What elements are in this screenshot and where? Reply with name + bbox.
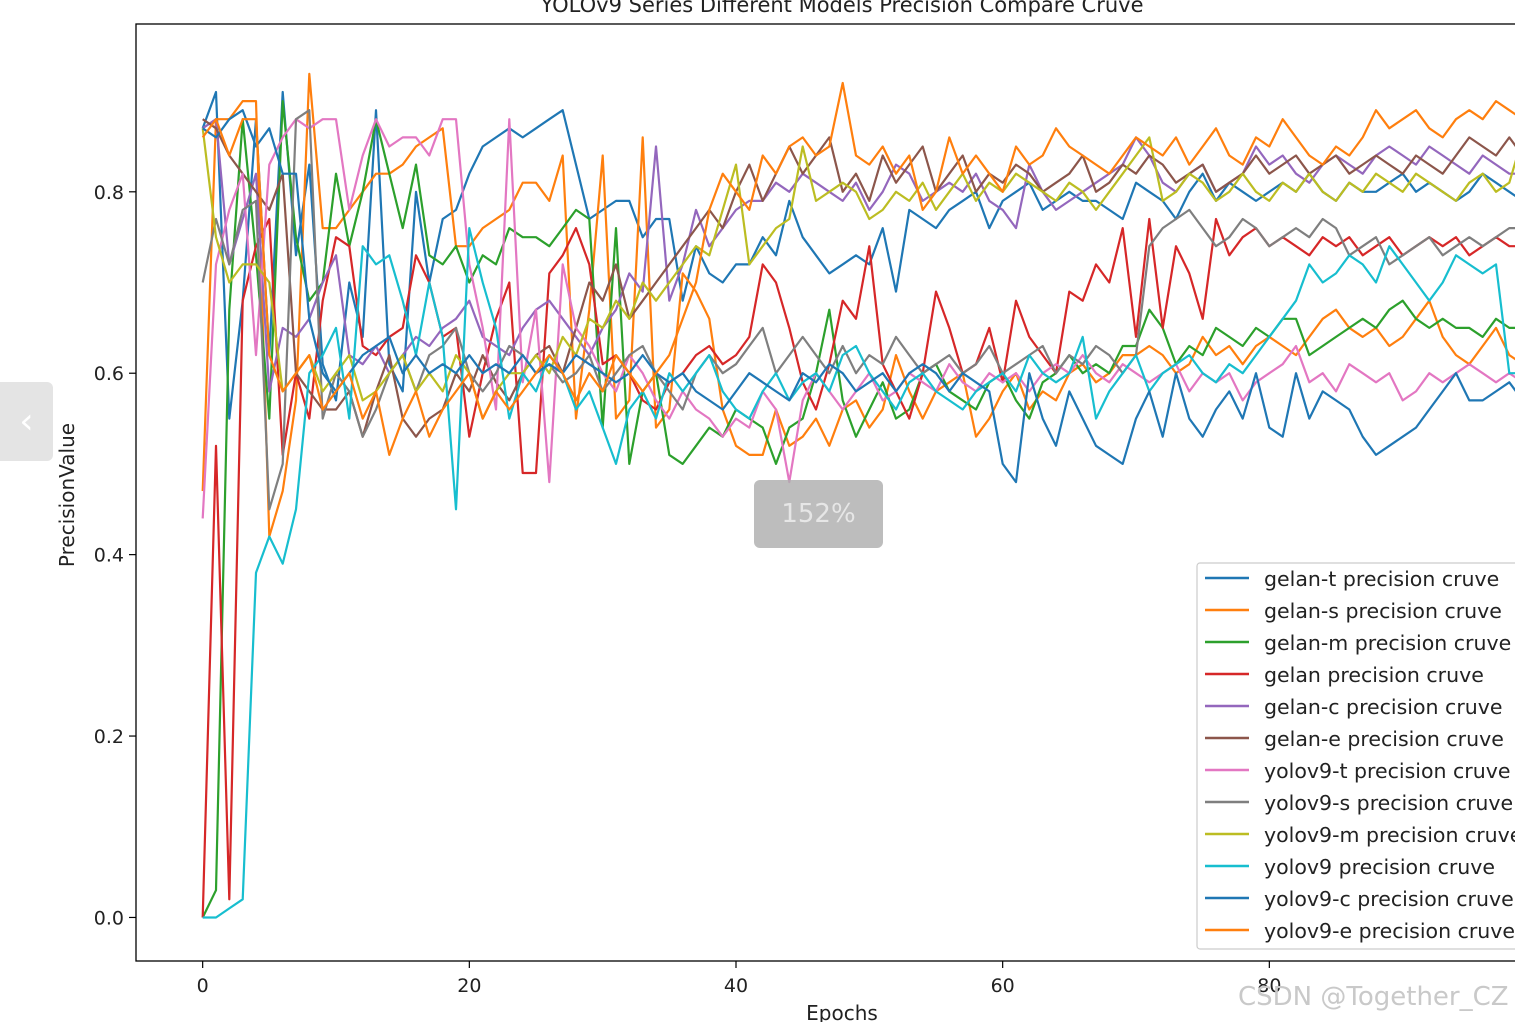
legend-label-1: gelan-s precision cruve	[1264, 599, 1502, 623]
series-line-1	[201, 72, 1515, 538]
x-axis-label: Epochs	[806, 1001, 878, 1022]
legend-label-9: yolov9 precision cruve	[1264, 855, 1495, 879]
series-line-3	[201, 217, 1515, 918]
zoom-level-label: 152%	[781, 499, 856, 529]
x-tick-label-1: 20	[457, 975, 481, 997]
plot-lines	[201, 72, 1515, 919]
series-line-10	[202, 109, 1515, 484]
series-line-11	[201, 81, 1515, 456]
legend-label-2: gelan-m precision cruve	[1264, 631, 1511, 655]
series-line-6	[201, 118, 1515, 519]
chart-title: YOLOv9 Series Different Models Precision…	[539, 0, 1143, 17]
zoom-level-badge: 152%	[754, 480, 883, 548]
x-axis: 020406080100	[197, 961, 1281, 997]
legend-label-5: gelan-e precision cruve	[1264, 727, 1504, 751]
y-tick-label-3: 0.6	[94, 363, 124, 385]
legend-label-8: yolov9-m precision cruve	[1264, 823, 1515, 847]
series-line-5	[202, 118, 1515, 438]
series-line-7	[201, 109, 1515, 511]
series-line-4	[202, 118, 1515, 393]
watermark: CSDN @Together_CZ	[1238, 982, 1509, 1012]
x-tick-label-2: 40	[724, 975, 748, 997]
y-tick-label-1: 0.2	[94, 726, 124, 748]
chevron-left-icon: ‹	[19, 401, 34, 442]
plot-frame	[135, 23, 1515, 962]
legend-label-10: yolov9-c precision cruve	[1264, 887, 1514, 911]
legend: gelan-t precision cruve gelan-s precision…	[1196, 562, 1515, 950]
legend-label-6: yolov9-t precision cruve	[1264, 759, 1510, 783]
x-tick-label-0: 0	[197, 975, 209, 997]
legend-label-0: gelan-t precision cruve	[1264, 567, 1499, 591]
legend-label-11: yolov9-e precision cruve	[1264, 919, 1515, 943]
y-tick-label-0: 0.0	[94, 907, 124, 929]
y-axis-label: PrecisionValue	[55, 423, 79, 567]
y-axis: 0.0 0.2 0.4 0.6 0.8	[94, 182, 136, 929]
legend-box	[1196, 562, 1515, 950]
legend-label-7: yolov9-s precision cruve	[1264, 791, 1513, 815]
series-line-2	[201, 99, 1515, 918]
legend-label-3: gelan precision cruve	[1264, 663, 1484, 687]
x-tick-label-4: 80	[1257, 975, 1281, 997]
legend-label-4: gelan-c precision cruve	[1264, 695, 1503, 719]
y-tick-label-2: 0.4	[94, 545, 124, 567]
x-tick-label-3: 60	[991, 975, 1015, 997]
y-tick-label-4: 0.8	[94, 182, 124, 204]
series-line-8	[201, 128, 1515, 420]
series-line-9	[202, 227, 1515, 919]
previous-image-button[interactable]: ‹	[0, 382, 53, 461]
